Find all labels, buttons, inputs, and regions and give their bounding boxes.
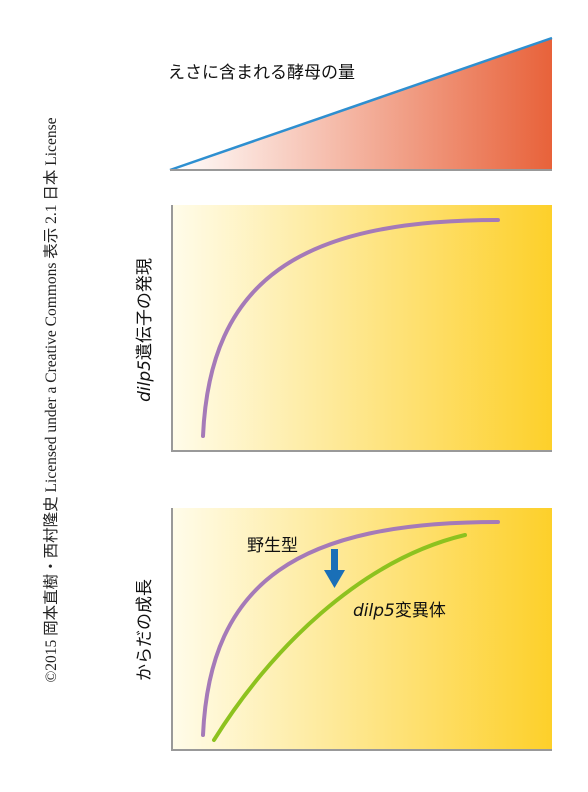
mutant-label-gene: dilp5: [353, 601, 395, 621]
growth-axes: [171, 508, 552, 751]
credit-text: ©2015 岡本直樹・西村隆史 Licensed under a Creativ…: [42, 117, 60, 682]
mutant-label-rest: 変異体: [395, 601, 446, 621]
wildtype-label: 野生型: [247, 536, 298, 556]
down-arrow-icon: [324, 549, 345, 588]
expression-curve: [201, 218, 500, 438]
wildtype-curve: [201, 520, 500, 737]
yeast-amount-label: えさに含まれる酵母の量: [168, 63, 355, 83]
expression-panel: dilp5遺伝子の発現: [135, 205, 552, 452]
yeast-amount-panel: えさに含まれる酵母の量: [168, 36, 553, 172]
expression-ylabel-gene: dilp5: [135, 360, 155, 402]
expression-ylabel-rest: 遺伝子の発現: [135, 258, 155, 360]
growth-ylabel: からだの成長: [135, 579, 155, 681]
mutant-label: dilp5変異体: [353, 601, 446, 621]
expression-plot-area: [172, 205, 552, 451]
growth-panel: 野生型 dilp5変異体 からだの成長: [135, 508, 552, 751]
mutant-curve: [212, 533, 467, 742]
expression-axes: [171, 205, 552, 452]
expression-ylabel: dilp5遺伝子の発現: [135, 258, 155, 402]
yeast-amount-edge: [169, 36, 553, 172]
